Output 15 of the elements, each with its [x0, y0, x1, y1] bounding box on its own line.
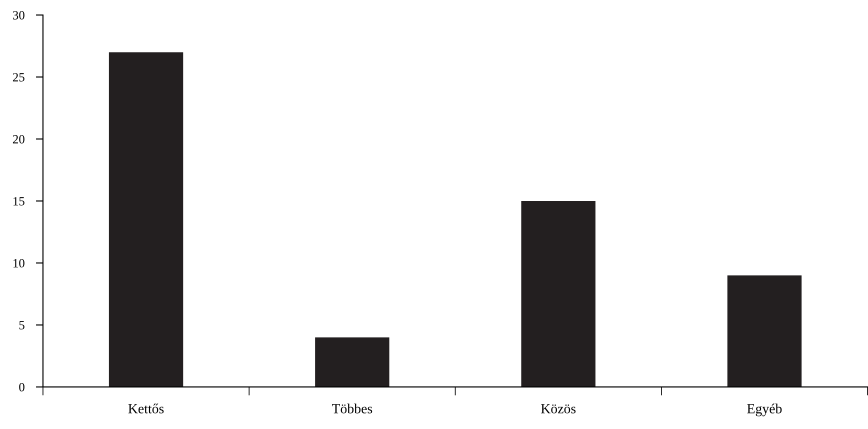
x-tick-label: Kettős: [128, 404, 164, 414]
y-tick-label: 5: [19, 321, 24, 330]
y-tick-label: 30: [13, 11, 24, 20]
y-tick-label: 20: [12, 135, 24, 144]
y-tick-label: 10: [14, 259, 24, 268]
y-tick-label: 15: [14, 197, 24, 206]
bar: [727, 275, 802, 387]
bar: [315, 337, 390, 387]
bar: [108, 52, 184, 387]
y-tick-label: 0: [19, 382, 24, 392]
x-tick-label: Egyéb: [747, 404, 782, 416]
y-tick-label: 25: [12, 73, 24, 82]
bar: [521, 200, 596, 387]
x-tick-label: Közös: [540, 404, 576, 414]
x-tick-label: Többes: [332, 404, 372, 414]
